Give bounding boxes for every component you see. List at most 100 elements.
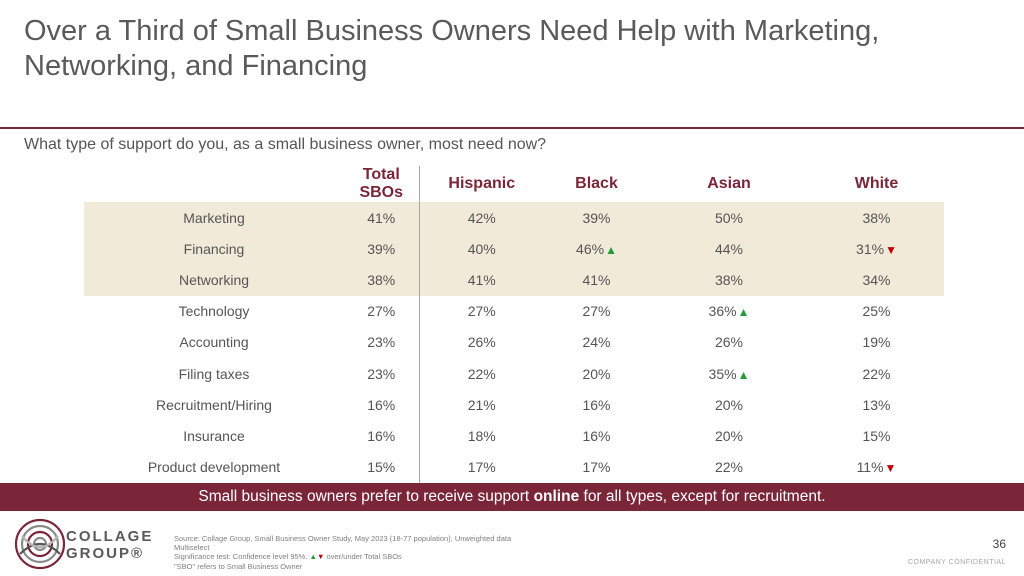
row-label: Insurance <box>183 427 245 444</box>
table-cell: 27% <box>419 296 544 327</box>
table-row: Filing taxes 23% 22% 20% 35%▲ 22% <box>84 357 944 390</box>
table-cell: 20% <box>649 389 809 420</box>
cell-value: 27% <box>582 303 611 320</box>
table-row: Financing 39% 40% 46%▲ 44% 31%▼ <box>84 233 944 265</box>
table-row: Insurance 16% 18% 16% 20% 15% <box>84 420 944 452</box>
cell-value: 41% <box>467 271 496 288</box>
cell-value: 35% <box>708 365 737 382</box>
table-row: Networking 38% 41% 41% 38% 34% <box>84 264 944 296</box>
table-cell: 21% <box>419 389 544 420</box>
table-cell: 18% <box>419 420 544 451</box>
cell-value: 16% <box>582 396 611 413</box>
table-cell: 11%▼ <box>809 452 944 483</box>
table-cell: 50% <box>649 202 809 234</box>
significance-text: Significance test: Confidence level 95%. <box>174 552 308 562</box>
row-label: Technology <box>178 303 250 320</box>
banner-text-before: Small business owners prefer to receive … <box>198 488 534 505</box>
up-arrow-icon: ▲ <box>309 552 317 562</box>
cell-value: 39% <box>367 240 396 257</box>
cell-value: 23% <box>367 334 396 351</box>
down-arrow-icon: ▼ <box>316 552 325 562</box>
up-arrow-icon: ▲ <box>605 242 617 257</box>
table-cell: 22% <box>809 358 944 389</box>
table-body: Marketing 41% 42% 39% 50% 38% Financing 39% 40% 4… <box>84 202 944 483</box>
source-line: Source: Collage Group, Small Business Ow… <box>174 534 512 543</box>
table-cell: 13% <box>809 389 944 420</box>
significance-text-end: over/under Total SBOs <box>326 552 402 562</box>
cell-value: 44% <box>714 240 744 257</box>
table-cell: 40% <box>419 233 544 265</box>
header-total-sbos: Total SBOs <box>344 166 420 202</box>
banner-text-after: for all types, except for recruitment. <box>579 488 826 505</box>
row-label: Product development <box>147 459 281 476</box>
results-table-container: Total SBOs Hispanic Black Asian White Ma… <box>84 166 944 483</box>
confidential-label: COMPANY CONFIDENTIAL <box>907 559 1006 566</box>
table-cell: 16% <box>344 420 420 452</box>
up-arrow-icon: ▲ <box>737 367 750 382</box>
cell-value: 11% <box>856 459 884 476</box>
table-cell: 38% <box>649 264 809 296</box>
cell-value: 27% <box>367 303 396 320</box>
cell-value: 36% <box>708 303 737 320</box>
header-blank <box>84 166 344 202</box>
cell-value: 50% <box>714 209 744 226</box>
table-cell: 41% <box>344 202 420 234</box>
cell-value: 25% <box>862 303 891 320</box>
cell-value: 20% <box>714 396 744 413</box>
cell-value: 17% <box>467 459 496 476</box>
table-cell: 42% <box>419 202 544 234</box>
table-cell: 41% <box>419 264 544 296</box>
page-number: 36 <box>992 537 1006 551</box>
banner-text-bold: online <box>533 488 580 505</box>
table-cell: 38% <box>344 264 420 296</box>
cell-value: 31% <box>856 240 885 257</box>
multiselect-note: Multiselect <box>174 543 210 553</box>
down-arrow-icon: ▼ <box>885 242 897 257</box>
table-cell: 20% <box>544 358 649 389</box>
down-arrow-icon: ▼ <box>884 461 897 476</box>
table-cell: 22% <box>649 452 809 483</box>
table-cell: 39% <box>344 233 420 265</box>
cell-value: 15% <box>367 459 396 476</box>
cell-value: 42% <box>467 209 496 226</box>
table-cell: 16% <box>544 420 649 451</box>
table-cell: 16% <box>344 389 420 421</box>
row-label: Accounting <box>179 334 249 351</box>
table-cell: 26% <box>649 327 809 358</box>
sbo-definition-note: "SBO" refers to Small Business Owner <box>174 561 303 571</box>
table-cell: 46%▲ <box>544 233 649 265</box>
cell-value: 22% <box>467 365 496 382</box>
cell-value: 24% <box>582 334 611 351</box>
cell-value: 40% <box>467 240 496 257</box>
cell-value: 27% <box>467 303 496 320</box>
cell-value: 21% <box>467 396 496 413</box>
cell-value: 41% <box>582 271 611 288</box>
table-cell: 38% <box>809 202 944 234</box>
row-label: Marketing <box>84 202 344 234</box>
logo-line-collage: COLLAGE <box>66 528 154 545</box>
cell-value: 17% <box>582 459 611 476</box>
takeaway-banner: Small business owners prefer to receive … <box>0 483 1024 511</box>
logo-wordmark: COLLAGE GROUP® <box>66 528 153 562</box>
cell-value: 16% <box>367 396 396 413</box>
cell-value: 39% <box>582 209 611 226</box>
row-label: Filing taxes <box>178 365 250 382</box>
table-cell: 34% <box>809 264 944 296</box>
cell-value: 38% <box>862 209 891 226</box>
table-cell: 39% <box>544 202 649 234</box>
cell-value: 22% <box>862 365 891 382</box>
table-cell: 16% <box>544 389 649 420</box>
row-label: Recruitment/Hiring <box>156 396 272 413</box>
cell-value: 26% <box>714 334 744 351</box>
table-cell: 27% <box>344 295 420 327</box>
header-hispanic: Hispanic <box>448 175 516 192</box>
slide-title: Over a Third of Small Business Owners Ne… <box>24 15 880 82</box>
up-arrow-icon: ▲ <box>737 305 750 320</box>
cell-value: 22% <box>714 459 744 476</box>
cell-value: 20% <box>714 427 744 444</box>
row-label: Networking <box>84 264 344 296</box>
table-cell: 27% <box>544 296 649 327</box>
cell-value: 16% <box>367 427 396 444</box>
cell-value: 15% <box>862 427 891 444</box>
table-cell: 24% <box>544 327 649 358</box>
